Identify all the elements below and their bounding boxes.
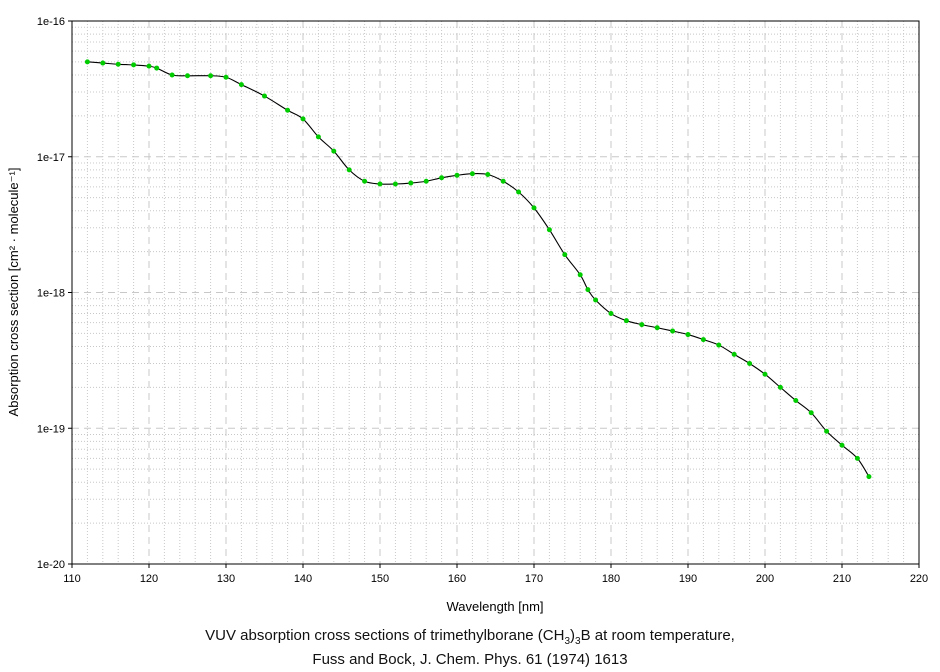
- data-point: [454, 172, 460, 178]
- data-point: [623, 318, 629, 324]
- x-tick-label: 140: [294, 573, 312, 585]
- data-point: [685, 332, 691, 338]
- data-point: [824, 428, 830, 434]
- data-point: [531, 205, 537, 211]
- data-point: [285, 107, 291, 113]
- tick-marks: [68, 20, 920, 568]
- data-point: [238, 82, 244, 88]
- x-tick-label: 190: [679, 573, 697, 585]
- data-point: [185, 73, 190, 79]
- data-point: [100, 60, 106, 66]
- x-tick-label: 200: [756, 573, 774, 585]
- data-point: [747, 360, 753, 366]
- data-point: [223, 74, 229, 80]
- data-point: [593, 297, 599, 303]
- x-tick-label: 110: [63, 573, 81, 585]
- data-point: [146, 63, 152, 69]
- data-point: [485, 172, 491, 178]
- data-point: [392, 181, 398, 187]
- x-tick-label: 120: [140, 573, 158, 585]
- data-point: [700, 337, 706, 343]
- data-point: [500, 178, 506, 184]
- series-line: [87, 61, 870, 477]
- data-point: [115, 61, 121, 67]
- caption-text-c: B at room temperature,: [580, 627, 735, 644]
- data-point: [84, 59, 90, 65]
- y-tick-label: 1e-20: [37, 559, 65, 571]
- data-point: [208, 73, 214, 79]
- data-point: [654, 325, 660, 331]
- data-point: [377, 181, 383, 187]
- data-point: [639, 322, 645, 328]
- data-point: [716, 342, 722, 348]
- caption-sub-2: 3: [575, 636, 581, 647]
- x-tick-label: 170: [525, 573, 543, 585]
- caption-line-1: VUV absorption cross sections of trimeth…: [0, 627, 940, 647]
- data-point: [562, 252, 568, 258]
- data-point: [516, 189, 522, 195]
- y-tick-label: 1e-17: [37, 152, 65, 164]
- y-axis-label: Absorption cross section [cm² · molecule…: [6, 168, 21, 417]
- data-point: [866, 474, 872, 480]
- data-point: [577, 272, 583, 278]
- series-markers: [84, 59, 872, 480]
- x-tick-label: 150: [371, 573, 389, 585]
- x-tick-label: 160: [448, 573, 466, 585]
- data-point: [762, 371, 768, 377]
- y-tick-label: 1e-19: [37, 423, 65, 435]
- data-point: [608, 311, 614, 317]
- data-point: [839, 442, 845, 448]
- data-point: [793, 398, 799, 404]
- x-tick-label: 220: [910, 573, 928, 585]
- caption-sub-1: 3: [564, 636, 571, 647]
- caption-text-a: VUV absorption cross sections of trimeth…: [205, 627, 565, 644]
- data-point: [315, 134, 321, 140]
- y-tick-labels: 1e-20 1e-19 1e-18 1e-17 1e-16: [37, 16, 65, 571]
- data-point: [777, 384, 783, 390]
- data-point: [346, 167, 352, 173]
- data-point: [262, 93, 267, 99]
- y-tick-label: 1e-16: [37, 16, 65, 28]
- data-point: [670, 328, 676, 334]
- data-point: [154, 65, 160, 71]
- grid-lines: [72, 21, 919, 564]
- data-point: [546, 227, 552, 233]
- data-point: [585, 287, 591, 293]
- caption-line-2: Fuss and Bock, J. Chem. Phys. 61 (1974) …: [312, 651, 628, 668]
- x-tick-label: 130: [217, 573, 235, 585]
- data-point: [469, 171, 475, 177]
- x-tick-label: 180: [602, 573, 620, 585]
- data-point: [169, 72, 175, 78]
- data-point: [131, 62, 137, 68]
- data-point: [854, 455, 860, 461]
- data-point: [731, 351, 737, 357]
- data-point: [808, 410, 814, 416]
- data-point: [408, 180, 414, 186]
- caption-text-b: ): [570, 627, 576, 644]
- data-point: [331, 148, 337, 154]
- x-tick-label: 210: [833, 573, 851, 585]
- data-point: [300, 116, 306, 122]
- x-axis-label: Wavelength [nm]: [446, 599, 543, 614]
- data-point: [439, 175, 445, 181]
- y-tick-label: 1e-18: [37, 288, 65, 300]
- x-tick-labels: 110 120 130 140 150 160 170 180 190 200 210 220: [63, 573, 928, 585]
- data-point: [423, 178, 429, 184]
- data-point: [362, 178, 368, 184]
- chart-area: 110 120 130 140 150 160 170 180 190 200 210 220 1e-…: [6, 16, 928, 614]
